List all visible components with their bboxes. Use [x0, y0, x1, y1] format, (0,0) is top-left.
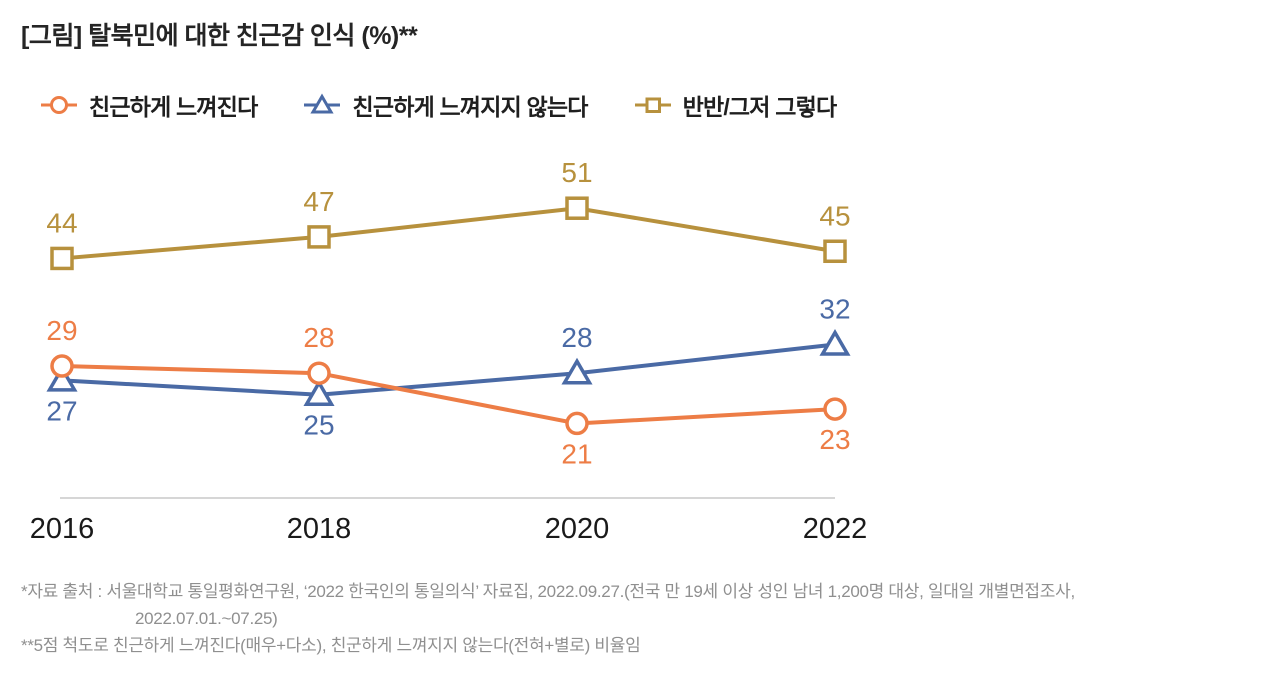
data-label-2018: 47 — [303, 186, 334, 217]
x-tick-label-2018: 2018 — [287, 513, 352, 545]
legend-item-2: 반반/그저 그렇다 — [634, 88, 837, 122]
series-0: 29 28 21 23 — [46, 315, 850, 469]
square-marker-icon — [823, 239, 847, 264]
data-label-2020: 28 — [561, 322, 592, 353]
circle-marker-icon — [307, 361, 331, 385]
data-label-2016: 27 — [46, 395, 77, 426]
square-legend-icon — [634, 97, 671, 113]
data-label-2022: 45 — [819, 200, 850, 231]
series-2: 44 47 51 45 — [46, 157, 851, 271]
x-tick-label-2022: 2022 — [803, 513, 868, 545]
series-line-2 — [61, 206, 836, 261]
data-label-2022: 23 — [819, 424, 850, 455]
legend-label-0: 친근하게 느껴진다 — [89, 94, 258, 120]
circle-marker-icon — [50, 354, 74, 378]
series-1: 27 25 28 32 — [46, 294, 850, 441]
data-label-2016: 29 — [46, 315, 77, 346]
x-tick-label-2020: 2020 — [545, 513, 610, 545]
triangle-marker-icon — [561, 357, 593, 385]
legend-item-1: 친근하게 느껴지지 않는다 — [303, 88, 588, 122]
footnote-source: *자료 출처 : 서울대학교 통일평화연구원, ‘2022 한국인의 통일의식’… — [21, 582, 1075, 601]
footnote-scale-note: **5점 척도로 친근하게 느껴진다(매우+다소), 친군하게 느껴지지 않는다… — [21, 636, 641, 655]
data-label-2020: 21 — [561, 438, 592, 469]
data-label-2018: 25 — [303, 410, 334, 441]
data-label-2022: 32 — [819, 294, 850, 325]
circle-legend-icon — [41, 96, 77, 114]
legend-label-1: 친근하게 느껴지지 않는다 — [352, 94, 588, 120]
series-line-0 — [61, 364, 836, 426]
figure-title: [그림] 탈북민에 대한 친근감 인식 (%)** — [21, 22, 418, 50]
footnote-source-continued: 2022.07.01.~07.25) — [135, 609, 278, 628]
legend-label-2: 반반/그저 그렇다 — [682, 94, 838, 120]
data-label-2020: 51 — [561, 157, 592, 188]
circle-marker-icon — [565, 411, 589, 436]
circle-marker-icon — [823, 397, 847, 421]
footnotes: *자료 출처 : 서울대학교 통일평화연구원, ‘2022 한국인의 통일의식’… — [21, 578, 1273, 659]
triangle-marker-icon — [303, 379, 335, 406]
triangle-marker-icon — [46, 364, 78, 392]
data-label-2018: 28 — [303, 322, 334, 353]
series-line-1 — [61, 342, 836, 397]
square-marker-icon — [307, 225, 331, 249]
line-chart: 2016 2018 2020 2022 44 47 51 45 27 25 28 32 29 28 21 23 — [30, 157, 868, 545]
x-tick-label-2016: 2016 — [30, 513, 95, 545]
square-marker-icon — [565, 196, 589, 220]
data-label-2016: 44 — [46, 207, 77, 238]
triangle-legend-icon — [304, 93, 341, 114]
square-marker-icon — [50, 246, 74, 271]
chart-legend: 친근하게 느껴진다 친근하게 느껴지지 않는다 반반/그저 그렇다 — [40, 88, 837, 122]
triangle-marker-icon — [819, 329, 851, 356]
legend-item-0: 친근하게 느껴진다 — [40, 88, 258, 122]
